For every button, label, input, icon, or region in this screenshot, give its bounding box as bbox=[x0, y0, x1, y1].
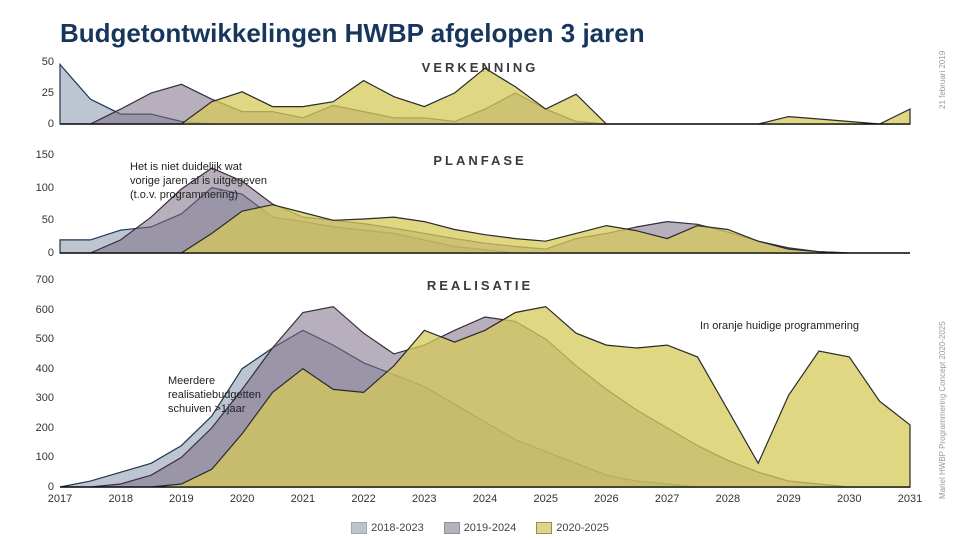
legend-item-s2018_2023: 2018-2023 bbox=[351, 522, 424, 534]
xtick-label: 2022 bbox=[351, 493, 375, 505]
xtick-label: 2021 bbox=[291, 493, 315, 505]
xtick-label: 2023 bbox=[412, 493, 436, 505]
xtick-label: 2029 bbox=[776, 493, 800, 505]
ytick-label: 300 bbox=[14, 392, 54, 404]
xtick-label: 2031 bbox=[898, 493, 922, 505]
legend: 2018-2023 2019-2024 2020-2025 bbox=[0, 522, 960, 534]
ytick-label: 500 bbox=[14, 333, 54, 345]
ytick-label: 700 bbox=[14, 274, 54, 286]
legend-item-s2020_2025: 2020-2025 bbox=[536, 522, 609, 534]
chart-planfase: 050100150Het is niet duidelijk wat vorig… bbox=[60, 155, 910, 253]
note-planfase: Het is niet duidelijk wat vorige jaren a… bbox=[130, 161, 267, 202]
chart-realisatie: 0100200300400500600700201720182019202020… bbox=[60, 280, 910, 487]
ytick-label: 200 bbox=[14, 422, 54, 434]
xtick-label: 2024 bbox=[473, 493, 497, 505]
ytick-label: 0 bbox=[14, 481, 54, 493]
side-source-label: Mariel HWBP Programmering Concept 2020-2… bbox=[938, 300, 952, 520]
note-realisatie-right: In oranje huidige programmering bbox=[700, 320, 859, 334]
xtick-label: 2020 bbox=[230, 493, 254, 505]
ytick-label: 600 bbox=[14, 304, 54, 316]
note-realisatie-left: Meerdere realisatiebudgetten schuiven >1… bbox=[168, 375, 261, 416]
xtick-label: 2026 bbox=[594, 493, 618, 505]
page-title: Budgetontwikkelingen HWBP afgelopen 3 ja… bbox=[60, 18, 645, 49]
side-date-label: 21 februari 2019 bbox=[938, 20, 952, 140]
ytick-label: 100 bbox=[14, 451, 54, 463]
legend-item-s2019_2024: 2019-2024 bbox=[444, 522, 517, 534]
xtick-label: 2027 bbox=[655, 493, 679, 505]
xtick-label: 2017 bbox=[48, 493, 72, 505]
xtick-label: 2028 bbox=[716, 493, 740, 505]
xtick-label: 2025 bbox=[533, 493, 557, 505]
legend-label: 2020-2025 bbox=[556, 522, 609, 534]
ytick-label: 50 bbox=[14, 214, 54, 226]
ytick-label: 0 bbox=[14, 247, 54, 259]
chart-svg-verkenning bbox=[60, 62, 910, 124]
legend-label: 2019-2024 bbox=[464, 522, 517, 534]
legend-label: 2018-2023 bbox=[371, 522, 424, 534]
xtick-label: 2019 bbox=[169, 493, 193, 505]
legend-swatch-icon bbox=[444, 522, 460, 534]
ytick-label: 150 bbox=[14, 149, 54, 161]
xtick-label: 2018 bbox=[108, 493, 132, 505]
ytick-label: 50 bbox=[14, 56, 54, 68]
legend-swatch-icon bbox=[536, 522, 552, 534]
ytick-label: 400 bbox=[14, 363, 54, 375]
chart-verkenning: 02550 bbox=[60, 62, 910, 124]
ytick-label: 100 bbox=[14, 182, 54, 194]
xtick-label: 2030 bbox=[837, 493, 861, 505]
ytick-label: 0 bbox=[14, 118, 54, 130]
legend-swatch-icon bbox=[351, 522, 367, 534]
ytick-label: 25 bbox=[14, 87, 54, 99]
